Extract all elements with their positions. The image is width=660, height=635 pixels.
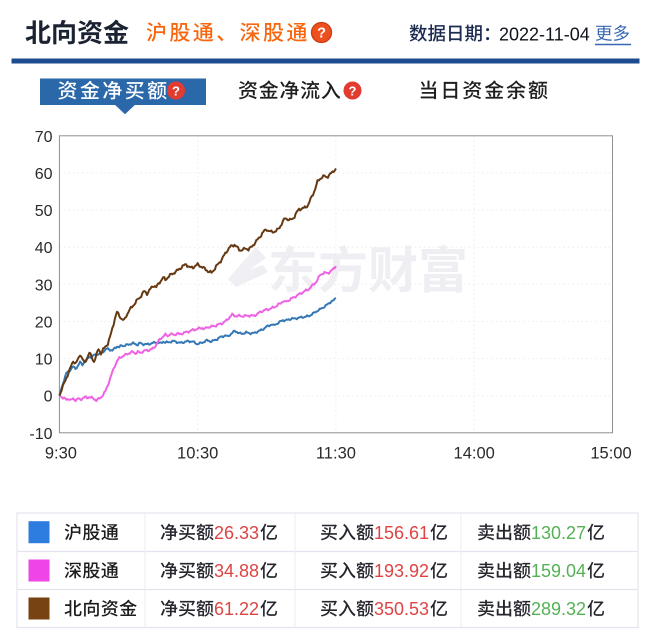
svg-text:-10: -10 <box>29 426 52 443</box>
svg-text:2022-11-04: 2022-11-04 <box>499 25 590 45</box>
svg-text:30: 30 <box>35 277 53 294</box>
svg-text:156.61: 156.61 <box>374 523 429 543</box>
svg-text:350.53: 350.53 <box>374 599 429 619</box>
svg-text:10: 10 <box>35 352 53 369</box>
svg-text:26.33: 26.33 <box>214 523 259 543</box>
svg-text:60: 60 <box>35 166 53 183</box>
svg-text:34.88: 34.88 <box>214 561 259 581</box>
svg-text:?: ? <box>317 26 326 42</box>
svg-text:10:30: 10:30 <box>177 445 218 463</box>
svg-text:0: 0 <box>44 389 53 406</box>
svg-text:?: ? <box>172 83 180 98</box>
svg-text:130.27: 130.27 <box>531 523 586 543</box>
svg-text:159.04: 159.04 <box>531 561 586 581</box>
svg-text:9:30: 9:30 <box>45 445 77 463</box>
svg-text:70: 70 <box>35 129 53 146</box>
svg-text:61.22: 61.22 <box>214 599 259 619</box>
svg-text:20: 20 <box>35 314 53 331</box>
svg-text:15:00: 15:00 <box>590 445 631 463</box>
svg-text:14:00: 14:00 <box>454 445 495 463</box>
svg-text:50: 50 <box>35 203 53 220</box>
svg-text:193.92: 193.92 <box>374 561 429 581</box>
svg-text:11:30: 11:30 <box>316 445 356 463</box>
svg-text:40: 40 <box>35 240 53 257</box>
svg-text:?: ? <box>349 83 357 98</box>
svg-text:289.32: 289.32 <box>531 599 586 619</box>
